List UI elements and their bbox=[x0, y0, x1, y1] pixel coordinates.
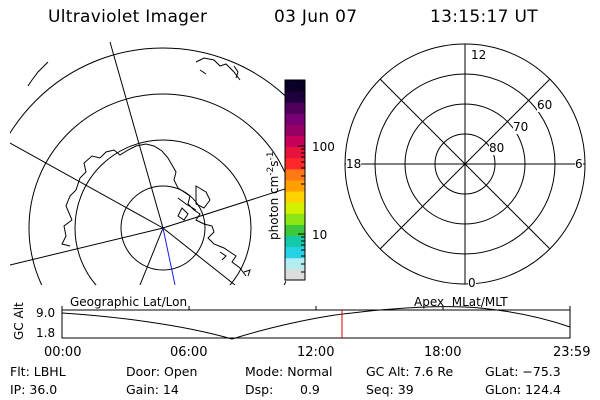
colorbar-cell bbox=[285, 113, 305, 125]
status-dsp-value: 0.9 bbox=[300, 382, 320, 397]
mlt-label-0: 0 bbox=[468, 276, 476, 290]
status-mode: Mode: Normal bbox=[245, 364, 333, 379]
colorbar-cell bbox=[285, 91, 305, 103]
colorbar-cell bbox=[285, 146, 305, 159]
colorbar-cell bbox=[285, 102, 305, 114]
colorbar-cell bbox=[285, 124, 305, 137]
lat-circle-outermost bbox=[10, 47, 286, 135]
coastline bbox=[65, 143, 247, 277]
lat-circle-outer bbox=[28, 93, 286, 285]
timeline-ylabel: GC Alt bbox=[12, 302, 26, 340]
colorbar-cell bbox=[285, 202, 305, 214]
timeline-xtick-1: 06:00 bbox=[170, 345, 208, 360]
status-glat: GLat: −75.3 bbox=[485, 364, 561, 379]
timeline-ytick-low: 1.8 bbox=[36, 326, 56, 340]
colorbar-cell bbox=[285, 268, 305, 281]
status-filter: Flt: LBHL bbox=[10, 364, 66, 379]
instrument-title: Ultraviolet Imager bbox=[48, 7, 208, 27]
time-label: 13:15:17 UT bbox=[430, 7, 538, 27]
colorbar-tick-100: 100 bbox=[312, 140, 335, 154]
mlt-label-12: 12 bbox=[471, 48, 487, 62]
colorbar-cell bbox=[285, 235, 305, 248]
timeline-ytick-high: 9.0 bbox=[36, 306, 56, 320]
timeline-xtick-3: 18:00 bbox=[424, 345, 462, 360]
timeline-xtick-4: 23:59 bbox=[553, 345, 591, 360]
status-ip: IP: 36.0 bbox=[10, 382, 58, 397]
colorbar-cell bbox=[285, 224, 305, 237]
timeline-xtick-0: 00:00 bbox=[44, 345, 82, 360]
right-panel-title: Apex MLat/MLT bbox=[414, 295, 508, 309]
mlat-label-60: 60 bbox=[537, 98, 553, 112]
mlt-label-18: 18 bbox=[346, 157, 362, 171]
colorbar-cell bbox=[285, 191, 305, 203]
status-gc-alt: GC Alt: 7.6 Re bbox=[366, 364, 454, 379]
colorbar-tick-10: 10 bbox=[312, 228, 328, 242]
colorbar-cell bbox=[285, 157, 305, 170]
status-seq: Seq: 39 bbox=[366, 382, 414, 397]
status-glon: GLon: 124.4 bbox=[485, 382, 561, 397]
colorbar-cell bbox=[285, 135, 305, 148]
mlat-label-70: 70 bbox=[513, 120, 529, 134]
colorbar-cell bbox=[285, 213, 305, 225]
date-label: 03 Jun 07 bbox=[274, 7, 358, 27]
colorbar-cell bbox=[285, 168, 305, 181]
mlat-label-80: 80 bbox=[489, 141, 505, 155]
status-dsp-label: Dsp: bbox=[245, 382, 274, 397]
mlt-label-6: 6 bbox=[575, 157, 583, 171]
colorbar-cell bbox=[285, 80, 305, 92]
colorbar-cell bbox=[285, 257, 305, 270]
altitude-curve bbox=[61, 306, 571, 340]
colorbar-cell bbox=[285, 246, 305, 259]
lat-circle-inner bbox=[120, 185, 206, 271]
lat-circle-mid bbox=[74, 139, 252, 285]
colorbar-cell bbox=[285, 180, 305, 192]
left-panel-title: Geographic Lat/Lon bbox=[70, 295, 188, 309]
status-gain: Gain: 14 bbox=[126, 382, 179, 397]
timeline-xtick-2: 12:00 bbox=[297, 345, 335, 360]
status-door: Door: Open bbox=[126, 364, 198, 379]
